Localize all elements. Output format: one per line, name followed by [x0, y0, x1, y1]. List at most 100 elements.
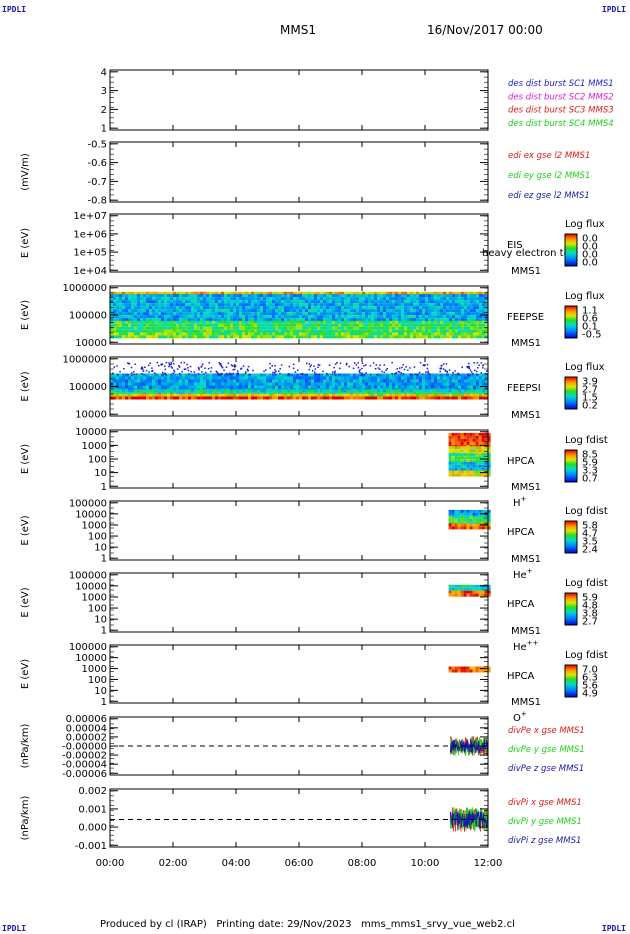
spectrogram-speck: [233, 365, 235, 367]
spectrogram-cell: [359, 303, 362, 307]
spectrogram-cell: [230, 323, 233, 327]
spectrogram-cell: [140, 396, 143, 400]
spectrogram-cell: [451, 438, 455, 442]
spectrogram-cell: [245, 312, 248, 316]
spectrogram-cell: [473, 323, 476, 327]
spectrogram-cell: [152, 315, 155, 319]
spectrogram-cell: [389, 294, 392, 298]
spectrogram-cell: [287, 329, 290, 333]
spectrogram-cell: [448, 435, 452, 439]
spectrogram-cell: [374, 382, 377, 386]
spectrogram-cell: [419, 294, 422, 298]
y-tick-label: 1000: [82, 664, 107, 675]
spectrogram-cell: [245, 385, 248, 389]
spectrogram-cell: [335, 318, 338, 322]
spectrogram-cell: [197, 329, 200, 333]
y-tick-label: 1e+05: [73, 248, 107, 259]
spectrogram-cell: [485, 326, 488, 330]
spectrogram-cell: [182, 329, 185, 333]
spectrogram-cell: [446, 320, 449, 324]
spectrogram-cell: [455, 396, 458, 400]
spectrogram-cell: [269, 332, 272, 336]
spectrogram-cell: [122, 323, 125, 327]
spectrogram-cell: [212, 323, 215, 327]
spectrogram-cell: [125, 389, 128, 393]
spectrogram-cell: [473, 329, 476, 333]
spectrogram-cell: [308, 300, 311, 304]
spectrogram-cell: [460, 509, 464, 513]
spectrogram-cell: [167, 373, 170, 377]
spectrogram-cell: [338, 379, 341, 383]
spectrogram-cell: [362, 312, 365, 316]
spectrogram-cell: [478, 446, 482, 450]
spectrogram-cell: [455, 291, 458, 295]
spectrogram-cell: [269, 393, 272, 397]
spectrogram-cell: [359, 376, 362, 380]
spectrogram-cell: [344, 385, 347, 389]
spectrogram-cell: [212, 389, 215, 393]
spectrogram-cell: [475, 473, 479, 477]
spectrogram-cell: [146, 393, 149, 397]
spectrogram-speck: [171, 367, 173, 369]
spectrogram-cell: [422, 306, 425, 310]
spectrogram-cell: [350, 373, 353, 377]
spectrogram-cell: [469, 584, 473, 588]
spectrogram-cell: [469, 509, 473, 513]
spectrogram-cell: [431, 379, 434, 383]
spectrogram-cell: [398, 393, 401, 397]
spectrogram-cell: [164, 303, 167, 307]
spectrogram-cell: [110, 312, 113, 316]
spectrogram-cell: [419, 291, 422, 295]
spectrogram-cell: [335, 320, 338, 324]
spectrogram-cell: [305, 389, 308, 393]
colorbar-tick-label: 0.0: [582, 250, 598, 261]
spectrogram-cell: [347, 385, 350, 389]
spectrogram-cell: [485, 303, 488, 307]
spectrogram-cell: [290, 303, 293, 307]
spectrogram-cell: [470, 309, 473, 313]
spectrogram-cell: [344, 376, 347, 380]
spectrogram-cell: [448, 666, 452, 670]
spectrogram-cell: [161, 320, 164, 324]
spectrogram-cell: [419, 303, 422, 307]
spectrogram-cell: [179, 373, 182, 377]
y-axis-label: E (eV): [20, 371, 31, 401]
spectrogram-cell: [454, 515, 458, 519]
spectrogram-cell: [149, 306, 152, 310]
spectrogram-cell: [194, 315, 197, 319]
spectrogram-cell: [266, 389, 269, 393]
spectrogram-cell: [251, 379, 254, 383]
spectrogram-cell: [419, 329, 422, 333]
spectrogram-cell: [460, 432, 464, 436]
spectrogram-cell: [158, 312, 161, 316]
x-tick-label: 12:00: [474, 858, 503, 869]
spectrogram-cell: [478, 587, 482, 591]
spectrogram-cell: [173, 379, 176, 383]
spectrogram-cell: [481, 467, 485, 471]
spectrogram-cell: [173, 376, 176, 380]
spectrogram-cell: [197, 312, 200, 316]
spectrogram-cell: [475, 432, 479, 436]
spectrogram-cell: [338, 376, 341, 380]
spectrogram-cell: [113, 320, 116, 324]
spectrogram-cell: [451, 435, 455, 439]
spectrogram-cell: [116, 309, 119, 313]
spectrogram-cell: [218, 303, 221, 307]
spectrogram-cell: [119, 320, 122, 324]
spectrogram-cell: [158, 315, 161, 319]
spectrogram-cell: [173, 312, 176, 316]
spectrogram-cell: [215, 297, 218, 301]
spectrogram-cell: [338, 332, 341, 336]
spectrogram-cell: [113, 379, 116, 383]
spectrogram-cell: [446, 382, 449, 386]
spectrogram-cell: [221, 326, 224, 330]
y-tick-label: -0.6: [87, 158, 107, 169]
spectrogram-cell: [221, 312, 224, 316]
spectrogram-cell: [248, 329, 251, 333]
spectrogram-cell: [314, 297, 317, 301]
spectrogram-cell: [410, 320, 413, 324]
species-label: He++: [513, 639, 539, 653]
spectrogram-cell: [146, 389, 149, 393]
spectrogram-cell: [302, 320, 305, 324]
spectrogram-cell: [149, 329, 152, 333]
